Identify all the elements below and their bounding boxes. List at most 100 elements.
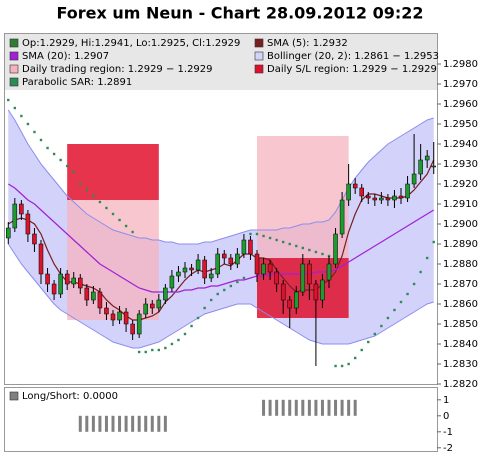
sar-point [131,230,134,234]
candle-body [294,291,299,309]
bar [91,415,95,432]
sar-point [170,342,174,346]
candle-body [359,187,364,197]
legend-swatch [9,77,19,87]
sar-point [196,316,200,320]
candle-body [320,279,325,301]
bar [281,399,285,416]
legend-label: Long/Short: 0.0000 [22,391,118,402]
bar [294,399,298,416]
y-tick-label: 1.2960 [443,99,478,110]
candle-body [215,253,220,275]
candle-body [91,291,96,301]
bar [98,415,102,432]
bar [327,399,331,416]
sl-region [67,144,159,200]
sar-point [340,364,344,368]
sar-point [288,242,291,246]
candle-body [431,165,436,168]
legend-swatch [254,64,264,74]
bar [334,399,338,416]
legend-swatch [9,51,19,61]
candle-body [372,197,378,201]
sar-point [85,188,89,192]
sar-point [360,348,363,352]
candle-body [280,283,286,301]
legend-label: SMA (5): 1.2932 [267,38,348,49]
y-tick-label: -2 [443,443,453,454]
legend-label: Daily S/L region: 1.2929 − 1.2929 [267,64,437,75]
candle-body [12,203,18,229]
candle-body [405,183,410,199]
sar-point [242,276,246,280]
sar-point [164,346,167,350]
bar [150,415,154,432]
sar-point [183,332,187,336]
sar-point [33,130,36,134]
sar-point [46,146,49,150]
sar-point [209,298,213,302]
sar-point [393,308,396,312]
candle-body [71,277,76,285]
sar-point [353,356,357,360]
candle-body [25,213,31,235]
bar [85,415,89,432]
sar-point [301,246,305,250]
bar [314,399,318,416]
sar-point [20,114,23,118]
candle-body [352,183,358,189]
candle-body [97,291,103,309]
plot-layer: 1.2820 1.2830 1.2840 1.2850 1.2860 1.2870 1.28… [5,34,478,454]
sar-point [98,200,102,204]
candle-body [84,287,90,301]
legend-swatch [9,64,19,74]
candle-body [32,233,37,245]
candle-body [307,263,312,285]
sar-point [281,240,285,244]
candle-body [45,273,50,285]
candle-body [392,195,397,201]
y-tick-label: 1.2920 [443,179,478,190]
y-tick-label: 1.2970 [443,79,478,90]
sar-point [65,164,69,168]
sar-point [275,238,278,242]
trading-region [67,200,159,320]
sar-point [72,170,75,174]
candle-body [248,239,253,255]
candle-body [117,311,122,321]
candle-body [346,183,351,201]
candle-body [6,227,11,239]
y-tick-label: 1.2910 [443,199,478,210]
bar [268,399,272,416]
sar-point [216,292,219,296]
bar [131,415,135,432]
sar-point [92,194,95,198]
sar-point [373,332,377,336]
sar-point [111,212,115,216]
bar [262,399,266,416]
bollinger-upper [7,109,434,245]
bar [118,415,122,432]
candle-body [169,275,175,289]
y-tick-label: 1 [443,395,449,406]
sar-point [412,282,416,286]
sar-point [321,252,324,256]
sar-point [118,218,121,222]
sub-panel [4,387,438,452]
sar-point [262,234,265,238]
bar [78,415,82,432]
y-tick-label: 1.2900 [443,219,478,230]
sar-point [7,98,10,102]
y-tick-label: -1 [443,427,453,438]
candle-body [150,303,155,309]
sar-point [367,340,370,344]
y-tick-label: 1.2890 [443,239,478,250]
sar-point [380,324,383,328]
candle-body [78,277,83,289]
candle-body [163,287,168,301]
legend-swatch [9,38,19,48]
candle-body [110,313,116,321]
sar-point [124,224,128,228]
sar-point [223,288,226,292]
sar-point [334,364,337,368]
